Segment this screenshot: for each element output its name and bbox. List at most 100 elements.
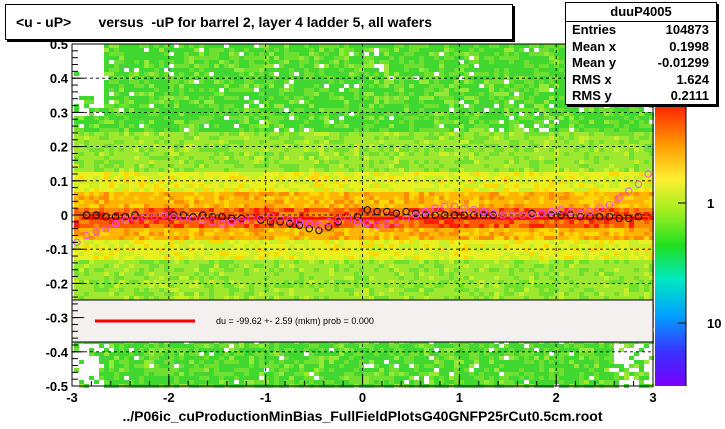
heatmap-cell xyxy=(294,56,299,60)
heatmap-cell xyxy=(89,48,94,52)
heatmap-cell xyxy=(329,68,334,72)
heatmap-cell xyxy=(79,276,84,280)
heatmap-cell xyxy=(224,360,229,364)
heatmap-cell xyxy=(224,372,229,376)
heatmap-cell xyxy=(79,88,84,92)
heatmap-cell xyxy=(179,260,184,264)
heatmap-cell xyxy=(84,72,89,76)
heatmap-cell xyxy=(169,232,174,236)
heatmap-cell xyxy=(239,296,244,300)
heatmap-cell xyxy=(329,208,334,212)
heatmap-cell xyxy=(339,160,344,164)
heatmap-cell xyxy=(364,56,369,60)
heatmap-cell xyxy=(354,208,359,212)
heatmap-cell xyxy=(119,172,124,176)
heatmap-cell xyxy=(314,120,319,124)
heatmap-cell xyxy=(124,236,129,240)
heatmap-cell xyxy=(204,232,209,236)
heatmap-cell xyxy=(99,256,104,260)
heatmap-cell xyxy=(289,260,294,264)
heatmap-cell xyxy=(274,44,279,48)
heatmap-cell xyxy=(149,204,154,208)
heatmap-cell xyxy=(159,368,164,372)
heatmap-cell xyxy=(324,180,329,184)
heatmap-cell xyxy=(144,164,149,168)
heatmap-cell xyxy=(249,228,254,232)
heatmap-cell xyxy=(329,284,334,288)
heatmap-cell xyxy=(284,224,289,228)
heatmap-cell xyxy=(324,80,329,84)
heatmap-cell xyxy=(284,116,289,120)
heatmap-cell xyxy=(114,280,119,284)
heatmap-cell xyxy=(259,152,264,156)
heatmap-cell xyxy=(134,244,139,248)
heatmap-cell xyxy=(239,148,244,152)
heatmap-cell xyxy=(244,224,249,228)
heatmap-cell xyxy=(94,84,99,88)
heatmap-cell xyxy=(114,176,119,180)
heatmap-cell xyxy=(259,92,264,96)
heatmap-cell xyxy=(214,140,219,144)
heatmap-cell xyxy=(279,380,284,384)
heatmap-cell xyxy=(154,232,159,236)
heatmap-cell xyxy=(249,72,254,76)
heatmap-cell xyxy=(349,64,354,68)
heatmap-cell xyxy=(254,272,259,276)
heatmap-cell xyxy=(189,76,194,80)
heatmap-cell xyxy=(274,60,279,64)
heatmap-cell xyxy=(134,268,139,272)
heatmap-cell xyxy=(349,168,354,172)
heatmap-cell xyxy=(209,180,214,184)
heatmap-cell xyxy=(269,184,274,188)
heatmap-cell xyxy=(339,124,344,128)
heatmap-cell xyxy=(339,132,344,136)
heatmap-cell xyxy=(149,364,154,368)
heatmap-cell xyxy=(254,128,259,132)
heatmap-cell xyxy=(104,296,109,300)
heatmap-cell xyxy=(109,84,114,88)
heatmap-cell xyxy=(194,280,199,284)
heatmap-cell xyxy=(164,260,169,264)
heatmap-cell xyxy=(134,104,139,108)
heatmap-cell xyxy=(79,48,84,52)
heatmap-cell xyxy=(329,228,334,232)
heatmap-cell xyxy=(79,348,84,352)
heatmap-cell xyxy=(214,296,219,300)
heatmap-cell xyxy=(179,140,184,144)
heatmap-cell xyxy=(164,48,169,52)
heatmap-cell xyxy=(169,204,174,208)
heatmap-cell xyxy=(229,148,234,152)
heatmap-cell xyxy=(84,124,89,128)
heatmap-cell xyxy=(89,364,94,368)
heatmap-cell xyxy=(349,124,354,128)
heatmap-cell xyxy=(319,96,324,100)
heatmap-cell xyxy=(349,348,354,352)
heatmap-cell xyxy=(249,180,254,184)
heatmap-cell xyxy=(284,80,289,84)
heatmap-cell xyxy=(134,92,139,96)
heatmap-cell xyxy=(299,188,304,192)
heatmap-cell xyxy=(259,200,264,204)
heatmap-cell xyxy=(214,212,219,216)
heatmap-cell xyxy=(199,192,204,196)
heatmap-cell xyxy=(264,220,269,224)
heatmap-cell xyxy=(264,60,269,64)
heatmap-cell xyxy=(309,164,314,168)
heatmap-cell xyxy=(314,104,319,108)
heatmap-cell xyxy=(114,132,119,136)
heatmap-cell xyxy=(219,200,224,204)
heatmap-cell xyxy=(119,152,124,156)
heatmap-cell xyxy=(289,92,294,96)
heatmap-cell xyxy=(264,268,269,272)
heatmap-cell xyxy=(194,272,199,276)
heatmap-cell xyxy=(314,52,319,56)
heatmap-cell xyxy=(289,76,294,80)
heatmap-cell xyxy=(279,188,284,192)
heatmap-cell xyxy=(284,256,289,260)
heatmap-cell xyxy=(94,52,99,56)
heatmap-cell xyxy=(139,184,144,188)
heatmap-cell xyxy=(239,212,244,216)
heatmap-cell xyxy=(319,84,324,88)
heatmap-cell xyxy=(349,112,354,116)
heatmap-cell xyxy=(339,280,344,284)
